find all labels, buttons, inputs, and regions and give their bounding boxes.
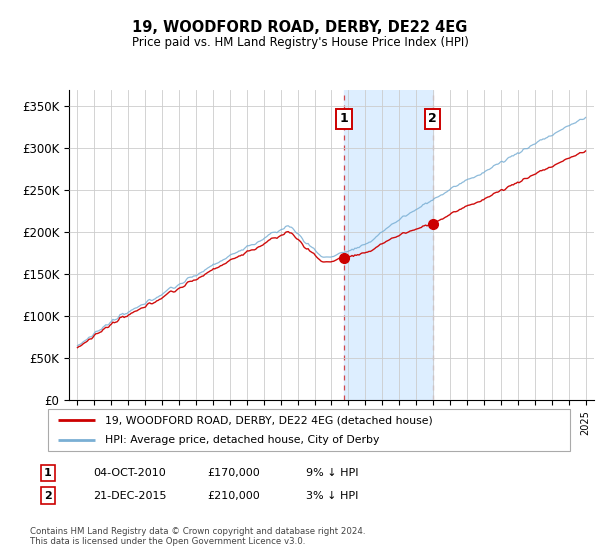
Text: Price paid vs. HM Land Registry's House Price Index (HPI): Price paid vs. HM Land Registry's House … (131, 36, 469, 49)
Bar (344, 90, 433, 400)
Text: 04-OCT-2010: 04-OCT-2010 (93, 468, 166, 478)
Text: 19, WOODFORD ROAD, DERBY, DE22 4EG: 19, WOODFORD ROAD, DERBY, DE22 4EG (133, 20, 467, 35)
Text: HPI: Average price, detached house, City of Derby: HPI: Average price, detached house, City… (106, 435, 380, 445)
Text: 1: 1 (340, 113, 349, 125)
Text: 1: 1 (44, 468, 52, 478)
Text: 21-DEC-2015: 21-DEC-2015 (93, 491, 167, 501)
Text: £210,000: £210,000 (207, 491, 260, 501)
Text: £170,000: £170,000 (207, 468, 260, 478)
Text: 3% ↓ HPI: 3% ↓ HPI (306, 491, 358, 501)
Text: 9% ↓ HPI: 9% ↓ HPI (306, 468, 359, 478)
Text: Contains HM Land Registry data © Crown copyright and database right 2024.
This d: Contains HM Land Registry data © Crown c… (30, 526, 365, 546)
Text: 19, WOODFORD ROAD, DERBY, DE22 4EG (detached house): 19, WOODFORD ROAD, DERBY, DE22 4EG (deta… (106, 415, 433, 425)
FancyBboxPatch shape (48, 409, 570, 451)
Text: 2: 2 (428, 113, 437, 125)
Text: 2: 2 (44, 491, 52, 501)
